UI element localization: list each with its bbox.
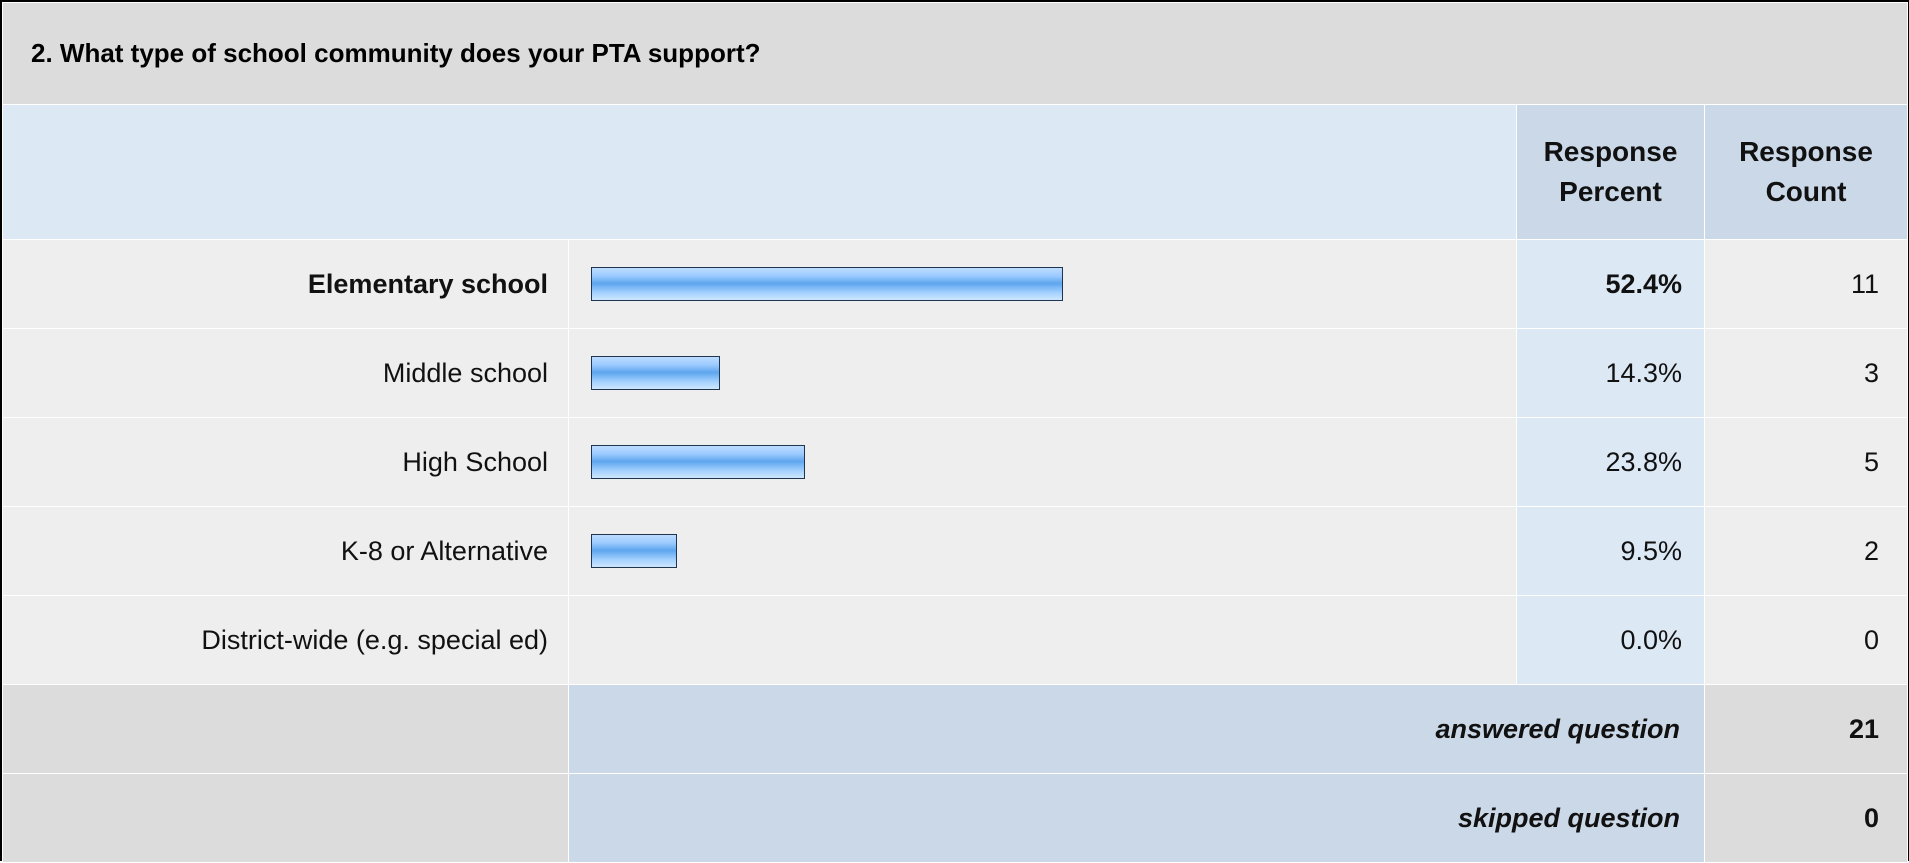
- skipped-blank: [2, 773, 569, 863]
- answer-label: Elementary school: [2, 239, 569, 329]
- answered-blank: [2, 684, 569, 774]
- header-row: Response Percent Response Count: [2, 104, 1908, 240]
- response-percent: 9.5%: [1516, 506, 1705, 596]
- skipped-label: skipped question: [568, 773, 1705, 863]
- answer-label: Middle school: [2, 328, 569, 418]
- response-bar: [591, 356, 720, 390]
- answer-row: K-8 or Alternative 9.5% 2: [2, 506, 1908, 596]
- response-count: 11: [1704, 239, 1908, 329]
- answered-label: answered question: [568, 684, 1705, 774]
- response-percent: 0.0%: [1516, 595, 1705, 685]
- bar-track: [591, 267, 1491, 301]
- answer-row: Elementary school 52.4% 11: [2, 239, 1908, 329]
- bar-track: [591, 356, 1491, 390]
- response-bar: [591, 267, 1063, 301]
- response-count: 2: [1704, 506, 1908, 596]
- response-count: 5: [1704, 417, 1908, 507]
- bar-track: [591, 534, 1491, 568]
- bar-cell: [568, 328, 1517, 418]
- answer-row: District-wide (e.g. special ed) 0.0% 0: [2, 595, 1908, 685]
- response-percent: 14.3%: [1516, 328, 1705, 418]
- response-count-header: Response Count: [1704, 104, 1908, 240]
- response-bar: [591, 445, 805, 479]
- answered-value: 21: [1704, 684, 1908, 774]
- question-title: 2. What type of school community does yo…: [2, 2, 1908, 105]
- response-count: 3: [1704, 328, 1908, 418]
- skipped-value: 0: [1704, 773, 1908, 863]
- bar-track: [591, 623, 1491, 657]
- bar-cell: [568, 506, 1517, 596]
- answer-label: K-8 or Alternative: [2, 506, 569, 596]
- response-bar: [591, 534, 677, 568]
- answer-row: Middle school 14.3% 3: [2, 328, 1908, 418]
- bar-cell: [568, 239, 1517, 329]
- response-percent: 52.4%: [1516, 239, 1705, 329]
- bar-cell: [568, 595, 1517, 685]
- bar-cell: [568, 417, 1517, 507]
- skipped-row: skipped question 0: [2, 773, 1908, 863]
- answer-row: High School 23.8% 5: [2, 417, 1908, 507]
- answer-label: District-wide (e.g. special ed): [2, 595, 569, 685]
- bar-track: [591, 445, 1491, 479]
- answer-label: High School: [2, 417, 569, 507]
- response-count: 0: [1704, 595, 1908, 685]
- response-percent: 23.8%: [1516, 417, 1705, 507]
- answered-row: answered question 21: [2, 684, 1908, 774]
- header-blank: [2, 104, 1517, 240]
- response-percent-header: Response Percent: [1516, 104, 1705, 240]
- question-title-row: 2. What type of school community does yo…: [2, 2, 1908, 105]
